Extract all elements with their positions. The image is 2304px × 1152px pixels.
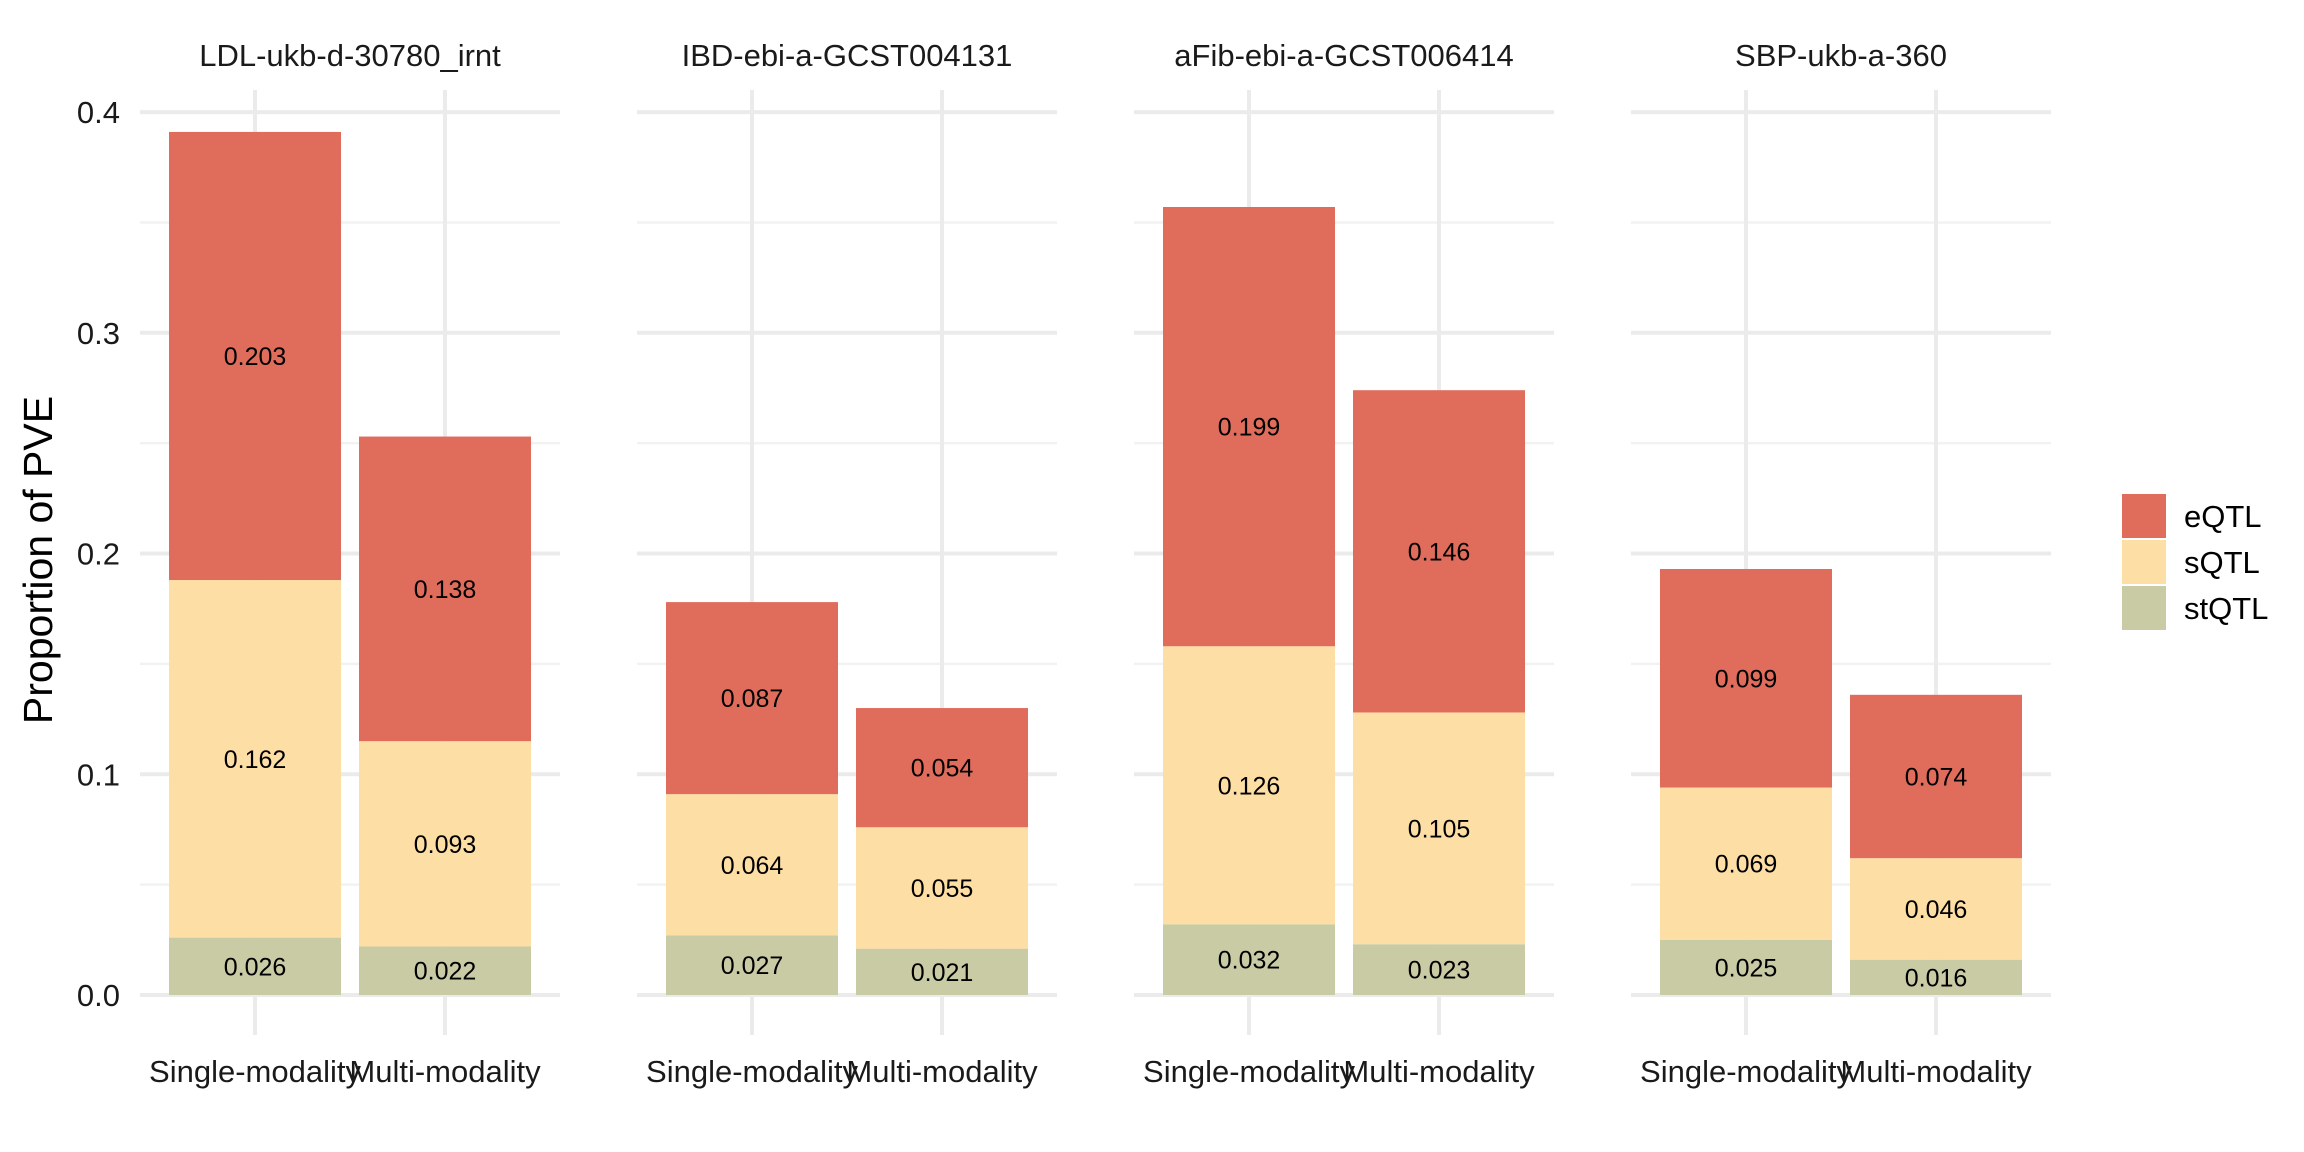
y-tick-label: 0.2 [77,537,120,572]
bar-segment-eqtl [666,602,838,795]
data-label: 0.025 [1715,954,1778,982]
legend-label: stQTL [2184,591,2268,626]
x-tick-label: Single-modality [1640,1054,1852,1089]
data-label: 0.087 [721,685,784,713]
x-tick-label: Multi-modality [1840,1054,2032,1089]
bar-segment-sqtl [1850,858,2022,960]
bar-segment-stqtl [169,937,341,995]
bar-segment-stqtl [856,948,1028,995]
bars-layer [169,131,2022,995]
bar-segment-stqtl [666,935,838,995]
data-label: 0.046 [1905,896,1968,924]
bar-segment-stqtl [1850,959,2022,995]
bar-segment-sqtl [1353,712,1525,945]
data-label: 0.093 [414,831,477,859]
x-tick-label: Single-modality [646,1054,858,1089]
bar-segment-sqtl [359,741,531,947]
data-label: 0.023 [1408,957,1471,985]
bar-segment-eqtl [1163,206,1335,647]
x-tick-label: Multi-modality [1343,1054,1535,1089]
x-tick-label: Single-modality [149,1054,361,1089]
data-label: 0.016 [1905,964,1968,992]
facet-title: LDL-ukb-d-30780_irnt [199,38,501,73]
data-label: 0.105 [1408,815,1471,843]
data-label: 0.032 [1218,947,1281,975]
y-tick-label: 0.0 [77,978,120,1013]
bar-segment-eqtl [169,131,341,581]
data-label: 0.146 [1408,538,1471,566]
labels-layer: LDL-ukb-d-30780_irnt 0.026 0.162 0.203 0.022… [199,38,1967,992]
bar-segment-eqtl [856,708,1028,828]
data-label: 0.021 [911,959,974,987]
data-label: 0.054 [911,755,974,783]
bar-segment-eqtl [1353,390,1525,713]
data-label: 0.126 [1218,772,1281,800]
legend-swatch-stqtl [2122,586,2166,630]
y-tick-label: 0.1 [77,757,120,792]
bar-segment-eqtl [359,436,531,742]
data-label: 0.055 [911,875,974,903]
bar-segment-sqtl [1660,787,1832,940]
data-label: 0.199 [1218,414,1281,442]
data-label: 0.203 [224,343,287,371]
legend-swatch-sqtl [2122,540,2166,584]
bar-segment-sqtl [1163,646,1335,925]
y-tick-label: 0.4 [77,95,120,130]
legend-swatch-eqtl [2122,494,2166,538]
x-tick-label: Multi-modality [349,1054,541,1089]
facet-title: IBD-ebi-a-GCST004131 [682,38,1013,73]
legend-label: sQTL [2184,545,2260,580]
bar-segment-eqtl [1660,568,1832,788]
data-label: 0.069 [1715,851,1778,879]
legend: eQTL sQTL stQTL [2122,494,2268,630]
data-label: 0.074 [1905,763,1968,791]
data-label: 0.064 [721,852,784,880]
bar-segment-stqtl [1353,944,1525,995]
bar-segment-stqtl [359,946,531,995]
bar-segment-sqtl [856,827,1028,949]
data-label: 0.027 [721,952,784,980]
data-label: 0.138 [414,576,477,604]
bar-segment-stqtl [1660,939,1832,995]
data-label: 0.022 [414,958,477,986]
bar-segment-sqtl [169,580,341,938]
facet-title: aFib-ebi-a-GCST006414 [1174,38,1513,73]
data-label: 0.026 [224,953,287,981]
bar-segment-sqtl [666,794,838,936]
x-tick-label: Single-modality [1143,1054,1355,1089]
legend-label: eQTL [2184,499,2262,534]
data-label: 0.162 [224,746,287,774]
y-axis-label: Proportion of PVE [15,396,61,724]
y-tick-label: 0.3 [77,316,120,351]
bar-segment-eqtl [1850,694,2022,859]
data-label: 0.099 [1715,665,1778,693]
bar-segment-stqtl [1163,924,1335,995]
facet-title: SBP-ukb-a-360 [1735,38,1947,73]
x-tick-label: Multi-modality [846,1054,1038,1089]
